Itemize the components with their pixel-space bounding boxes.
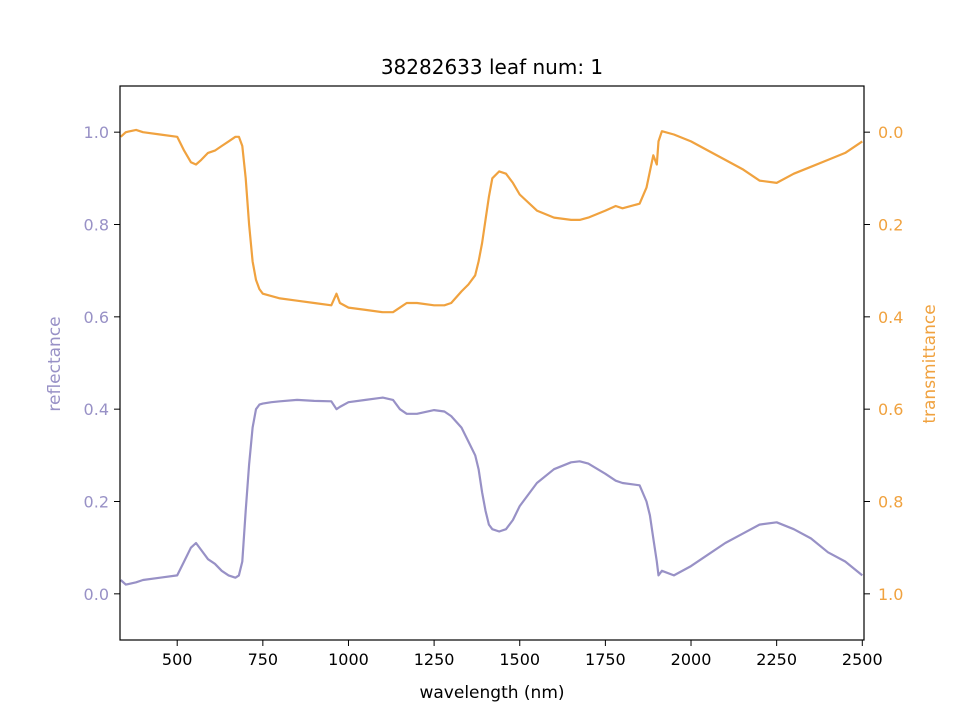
- plot-lines: [119, 128, 863, 586]
- y-right-tick-label: 0.0: [878, 123, 903, 142]
- y-left-tick-label: 0.4: [84, 400, 109, 419]
- y-right-tick-label: 0.8: [878, 493, 903, 512]
- x-axis-label: wavelength (nm): [419, 683, 564, 703]
- transmittance-line: [119, 128, 863, 314]
- x-tick-label: 2000: [671, 650, 712, 669]
- plot-frame: [119, 85, 865, 641]
- y-axis-label-left: reflectance: [45, 316, 65, 411]
- y-axis-right: 0.0 0.2 0.4 0.6 0.8 1.0: [864, 123, 903, 604]
- y-right-tick-label: 0.6: [878, 400, 903, 419]
- y-left-tick-label: 0.2: [84, 493, 109, 512]
- x-tick-label: 2250: [756, 650, 797, 669]
- x-tick-label: 2500: [842, 650, 883, 669]
- x-tick-label: 1750: [585, 650, 626, 669]
- y-left-tick-label: 0.6: [84, 308, 109, 327]
- y-left-tick-label: 0.8: [84, 216, 109, 235]
- y-axis-label-right: transmittance: [920, 304, 940, 423]
- chart-title: 38282633 leaf num: 1: [381, 55, 603, 79]
- y-right-tick-label: 0.4: [878, 308, 903, 327]
- x-tick-label: 1000: [328, 650, 369, 669]
- x-tick-label: 1250: [414, 650, 455, 669]
- y-left-tick-label: 0.0: [84, 585, 109, 604]
- y-right-tick-label: 0.2: [878, 216, 903, 235]
- y-axis-left: 0.0 0.2 0.4 0.6 0.8 1.0: [84, 123, 120, 604]
- y-left-tick-label: 1.0: [84, 123, 109, 142]
- x-tick-label: 1500: [499, 650, 540, 669]
- x-axis: 500 750 1000 1250 1500 1750 2000 2250 2500: [162, 640, 883, 669]
- reflectance-line: [119, 396, 863, 586]
- x-tick-label: 500: [162, 650, 193, 669]
- x-tick-label: 750: [248, 650, 279, 669]
- y-right-tick-label: 1.0: [878, 585, 903, 604]
